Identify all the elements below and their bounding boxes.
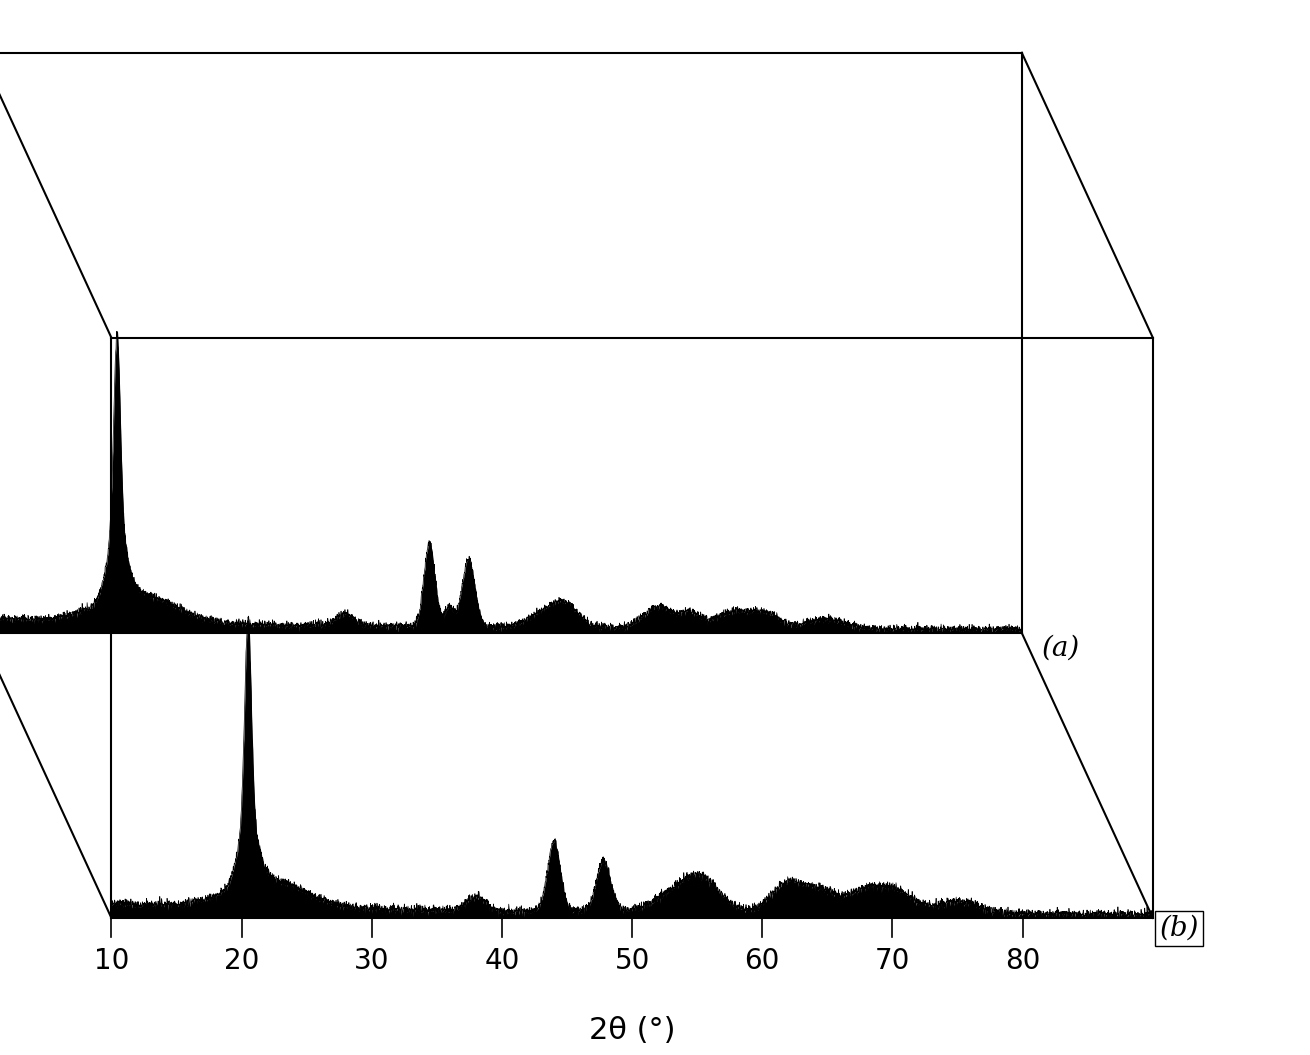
Text: 50: 50 <box>614 947 650 976</box>
Text: 80: 80 <box>1005 947 1040 976</box>
Text: (a): (a) <box>1041 635 1079 661</box>
Text: 70: 70 <box>875 947 910 976</box>
Text: 30: 30 <box>354 947 389 976</box>
Text: 40: 40 <box>485 947 520 976</box>
Text: 60: 60 <box>744 947 779 976</box>
Text: (b): (b) <box>1159 915 1199 942</box>
Text: 10: 10 <box>93 947 130 976</box>
Text: 20: 20 <box>224 947 259 976</box>
Text: 2θ (°): 2θ (°) <box>588 1016 676 1044</box>
